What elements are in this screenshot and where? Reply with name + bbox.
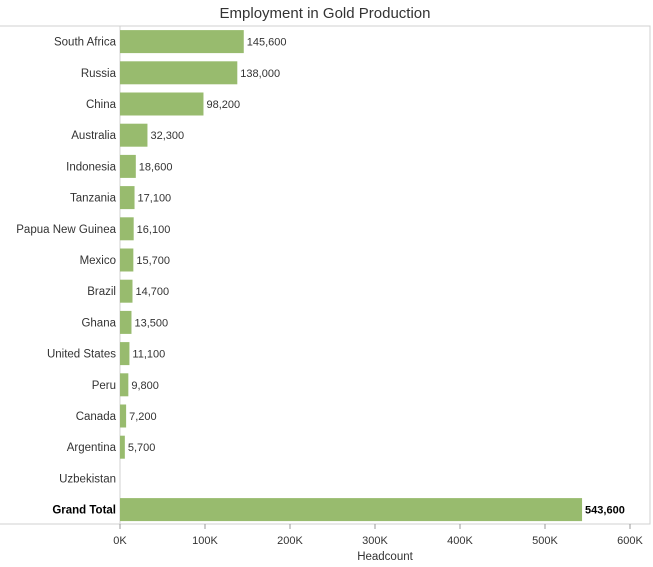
bar-canada[interactable]: [120, 404, 127, 428]
bar-russia[interactable]: [120, 61, 238, 85]
bar-papua-new-guinea[interactable]: [120, 217, 134, 241]
x-tick-label: 0K: [113, 535, 127, 547]
value-label-indonesia: 18,600: [139, 161, 173, 173]
bar-mexico[interactable]: [120, 248, 134, 272]
bar-brazil[interactable]: [120, 279, 133, 303]
chart-title: Employment in Gold Production: [220, 5, 431, 22]
category-label-ghana: Ghana: [81, 317, 116, 329]
value-label-peru: 9,800: [131, 380, 159, 392]
value-label-mexico: 15,700: [136, 255, 170, 267]
value-label-united-states: 11,100: [132, 349, 165, 361]
value-label-brazil: 14,700: [135, 286, 169, 298]
bar-united-states[interactable]: [120, 342, 130, 366]
value-label-grand-total: 543,600: [585, 505, 625, 517]
bar-south-africa[interactable]: [120, 30, 244, 54]
bar-china[interactable]: [120, 92, 204, 116]
x-tick-label: 200K: [277, 535, 303, 547]
bar-ghana[interactable]: [120, 310, 132, 334]
bar-rows: South Africa 145,600 Russia 138,000 China 98,…: [16, 30, 625, 522]
bar-tanzania[interactable]: [120, 186, 135, 210]
x-tick-label: 400K: [447, 535, 473, 547]
category-label-peru: Peru: [92, 380, 116, 392]
bar-argentina[interactable]: [120, 435, 125, 459]
category-label-indonesia: Indonesia: [66, 161, 116, 173]
value-label-australia: 32,300: [150, 130, 184, 142]
category-label-united-states: United States: [47, 349, 116, 361]
category-label-canada: Canada: [76, 411, 117, 423]
category-label-uzbekistan: Uzbekistan: [59, 473, 116, 485]
bar-peru[interactable]: [120, 373, 129, 397]
x-axis: 0K 100K 200K 300K 400K 500K 600K: [113, 524, 644, 547]
x-axis-title: Headcount: [357, 551, 413, 563]
category-label-china: China: [86, 99, 117, 111]
category-label-argentina: Argentina: [67, 442, 117, 454]
category-label-mexico: Mexico: [80, 255, 116, 267]
category-label-papua-new-guinea: Papua New Guinea: [16, 224, 116, 236]
value-label-papua-new-guinea: 16,100: [137, 224, 171, 236]
category-label-australia: Australia: [71, 130, 116, 142]
category-label-brazil: Brazil: [87, 286, 116, 298]
category-label-grand-total: Grand Total: [52, 505, 116, 517]
x-tick-label: 600K: [617, 535, 643, 547]
value-label-ghana: 13,500: [134, 317, 168, 329]
category-label-tanzania: Tanzania: [70, 193, 117, 205]
plot-frame: [119, 25, 651, 525]
bar-australia[interactable]: [120, 123, 148, 147]
value-label-china: 98,200: [206, 99, 240, 111]
category-label-south-africa: South Africa: [54, 37, 117, 49]
x-tick-label: 300K: [362, 535, 388, 547]
value-label-argentina: 5,700: [128, 442, 156, 454]
x-tick-label: 100K: [192, 535, 218, 547]
value-label-canada: 7,200: [129, 411, 157, 423]
category-label-russia: Russia: [81, 68, 117, 80]
x-tick-label: 500K: [532, 535, 558, 547]
bar-indonesia[interactable]: [120, 154, 136, 178]
bar-grand-total[interactable]: [120, 498, 583, 522]
value-label-tanzania: 17,100: [138, 193, 172, 205]
value-label-south-africa: 145,600: [247, 37, 287, 49]
value-label-russia: 138,000: [240, 68, 280, 80]
